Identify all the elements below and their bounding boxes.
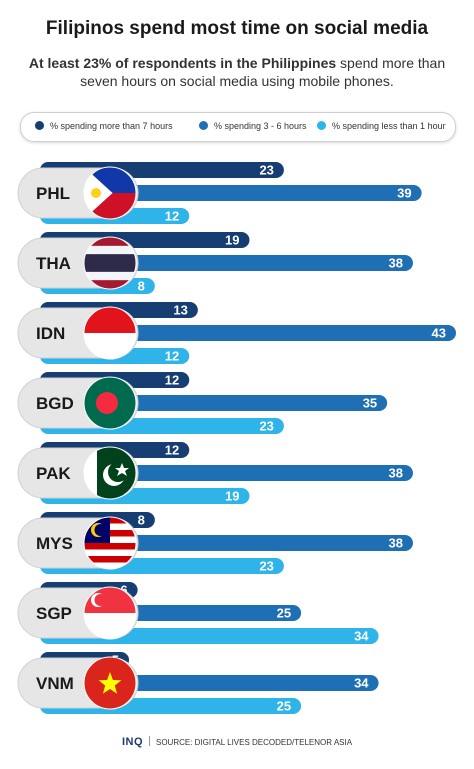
thailand-flag xyxy=(84,237,136,289)
data-label: 25 xyxy=(277,606,291,621)
country-code-label: PHL xyxy=(36,184,70,203)
flag-border xyxy=(83,236,137,290)
subtitle-rest: spend more than seven hours on social me… xyxy=(80,55,446,89)
source-text: SOURCE: DIGITAL LIVES DECODED/TELENOR AS… xyxy=(156,738,353,747)
data-label: 23 xyxy=(259,163,273,178)
inq-logo: INQ xyxy=(121,736,143,748)
flag-border xyxy=(83,376,137,430)
data-label: 43 xyxy=(432,326,446,341)
data-label: 12 xyxy=(165,349,179,364)
legend-item-more-than-7: % spending more than 7 hours xyxy=(35,121,173,131)
country-code-label: BGD xyxy=(36,394,74,413)
subtitle-bold: At least 23% of respondents in the Phili… xyxy=(28,55,337,71)
data-label: 38 xyxy=(389,466,403,481)
data-label: 19 xyxy=(225,233,239,248)
footer: INQ SOURCE: DIGITAL LIVES DECODED/TELENOR… xyxy=(0,736,474,748)
flag-border xyxy=(83,586,137,640)
legend-item-3-6: % spending 3 - 6 hours xyxy=(199,121,307,131)
malaysia-flag xyxy=(84,517,136,569)
bar-chart: 123923PHL83819THA124313IDN233512BGD19381… xyxy=(17,162,456,714)
vietnam-flag xyxy=(84,657,136,709)
flag-border xyxy=(83,306,137,360)
flag-border xyxy=(83,166,137,220)
data-label: 12 xyxy=(165,209,179,224)
data-label: 12 xyxy=(165,373,179,388)
legend-item-less-than-1: % spending less than 1 hour xyxy=(317,121,446,131)
country-code-label: MYS xyxy=(36,534,73,553)
country-code-label: IDN xyxy=(36,324,65,343)
country-group-pak: 19 38 12 PAK xyxy=(17,442,413,504)
data-label: 8 xyxy=(138,513,145,528)
chart-title: Filipinos spend most time on social medi… xyxy=(45,18,429,39)
data-label: 13 xyxy=(173,303,187,318)
legend-swatch-light xyxy=(317,121,326,130)
data-label: 34 xyxy=(354,629,369,644)
country-code-label: THA xyxy=(36,254,71,273)
data-label: 12 xyxy=(165,443,179,458)
data-label: 8 xyxy=(138,279,145,294)
data-label: 38 xyxy=(389,536,403,551)
flag-border xyxy=(83,446,137,500)
country-group-bgd: 23 35 12 BGD xyxy=(17,372,388,434)
country-code-label: PAK xyxy=(36,464,71,483)
country-group-mys: 23 38 8 MYS xyxy=(17,512,413,574)
country-group-phl: 12 39 23 PHL xyxy=(17,162,422,224)
legend-swatch-dark xyxy=(35,121,44,130)
country-group-vnm: 25345VNM xyxy=(17,652,379,714)
bangladesh-flag xyxy=(84,377,136,429)
legend-swatch-mid xyxy=(199,121,208,130)
chart-subtitle: At least 23% of respondents in the Phili… xyxy=(20,54,454,90)
data-label: 39 xyxy=(397,186,411,201)
legend: % spending more than 7 hours % spending … xyxy=(20,112,456,142)
country-group-tha: 8 38 19 THA xyxy=(17,232,413,294)
data-label: 34 xyxy=(354,676,369,691)
data-label: 25 xyxy=(277,699,291,714)
country-code-label: SGP xyxy=(36,604,72,623)
flag-border xyxy=(83,516,137,570)
data-label: 38 xyxy=(389,256,403,271)
legend-label: % spending more than 7 hours xyxy=(50,121,173,131)
country-code-label: VNM xyxy=(36,674,74,693)
country-group-idn: 12 43 13 IDN xyxy=(17,302,456,364)
flag-border xyxy=(83,656,137,710)
data-label: 35 xyxy=(363,396,377,411)
data-label: 23 xyxy=(259,419,273,434)
country-group-sgp: 34256SGP xyxy=(17,582,379,644)
legend-label: % spending less than 1 hour xyxy=(332,121,446,131)
data-label: 19 xyxy=(225,489,239,504)
footer-divider xyxy=(149,736,150,746)
legend-label: % spending 3 - 6 hours xyxy=(214,121,307,131)
bar-idn-s1 xyxy=(40,325,456,341)
data-label: 23 xyxy=(259,559,273,574)
